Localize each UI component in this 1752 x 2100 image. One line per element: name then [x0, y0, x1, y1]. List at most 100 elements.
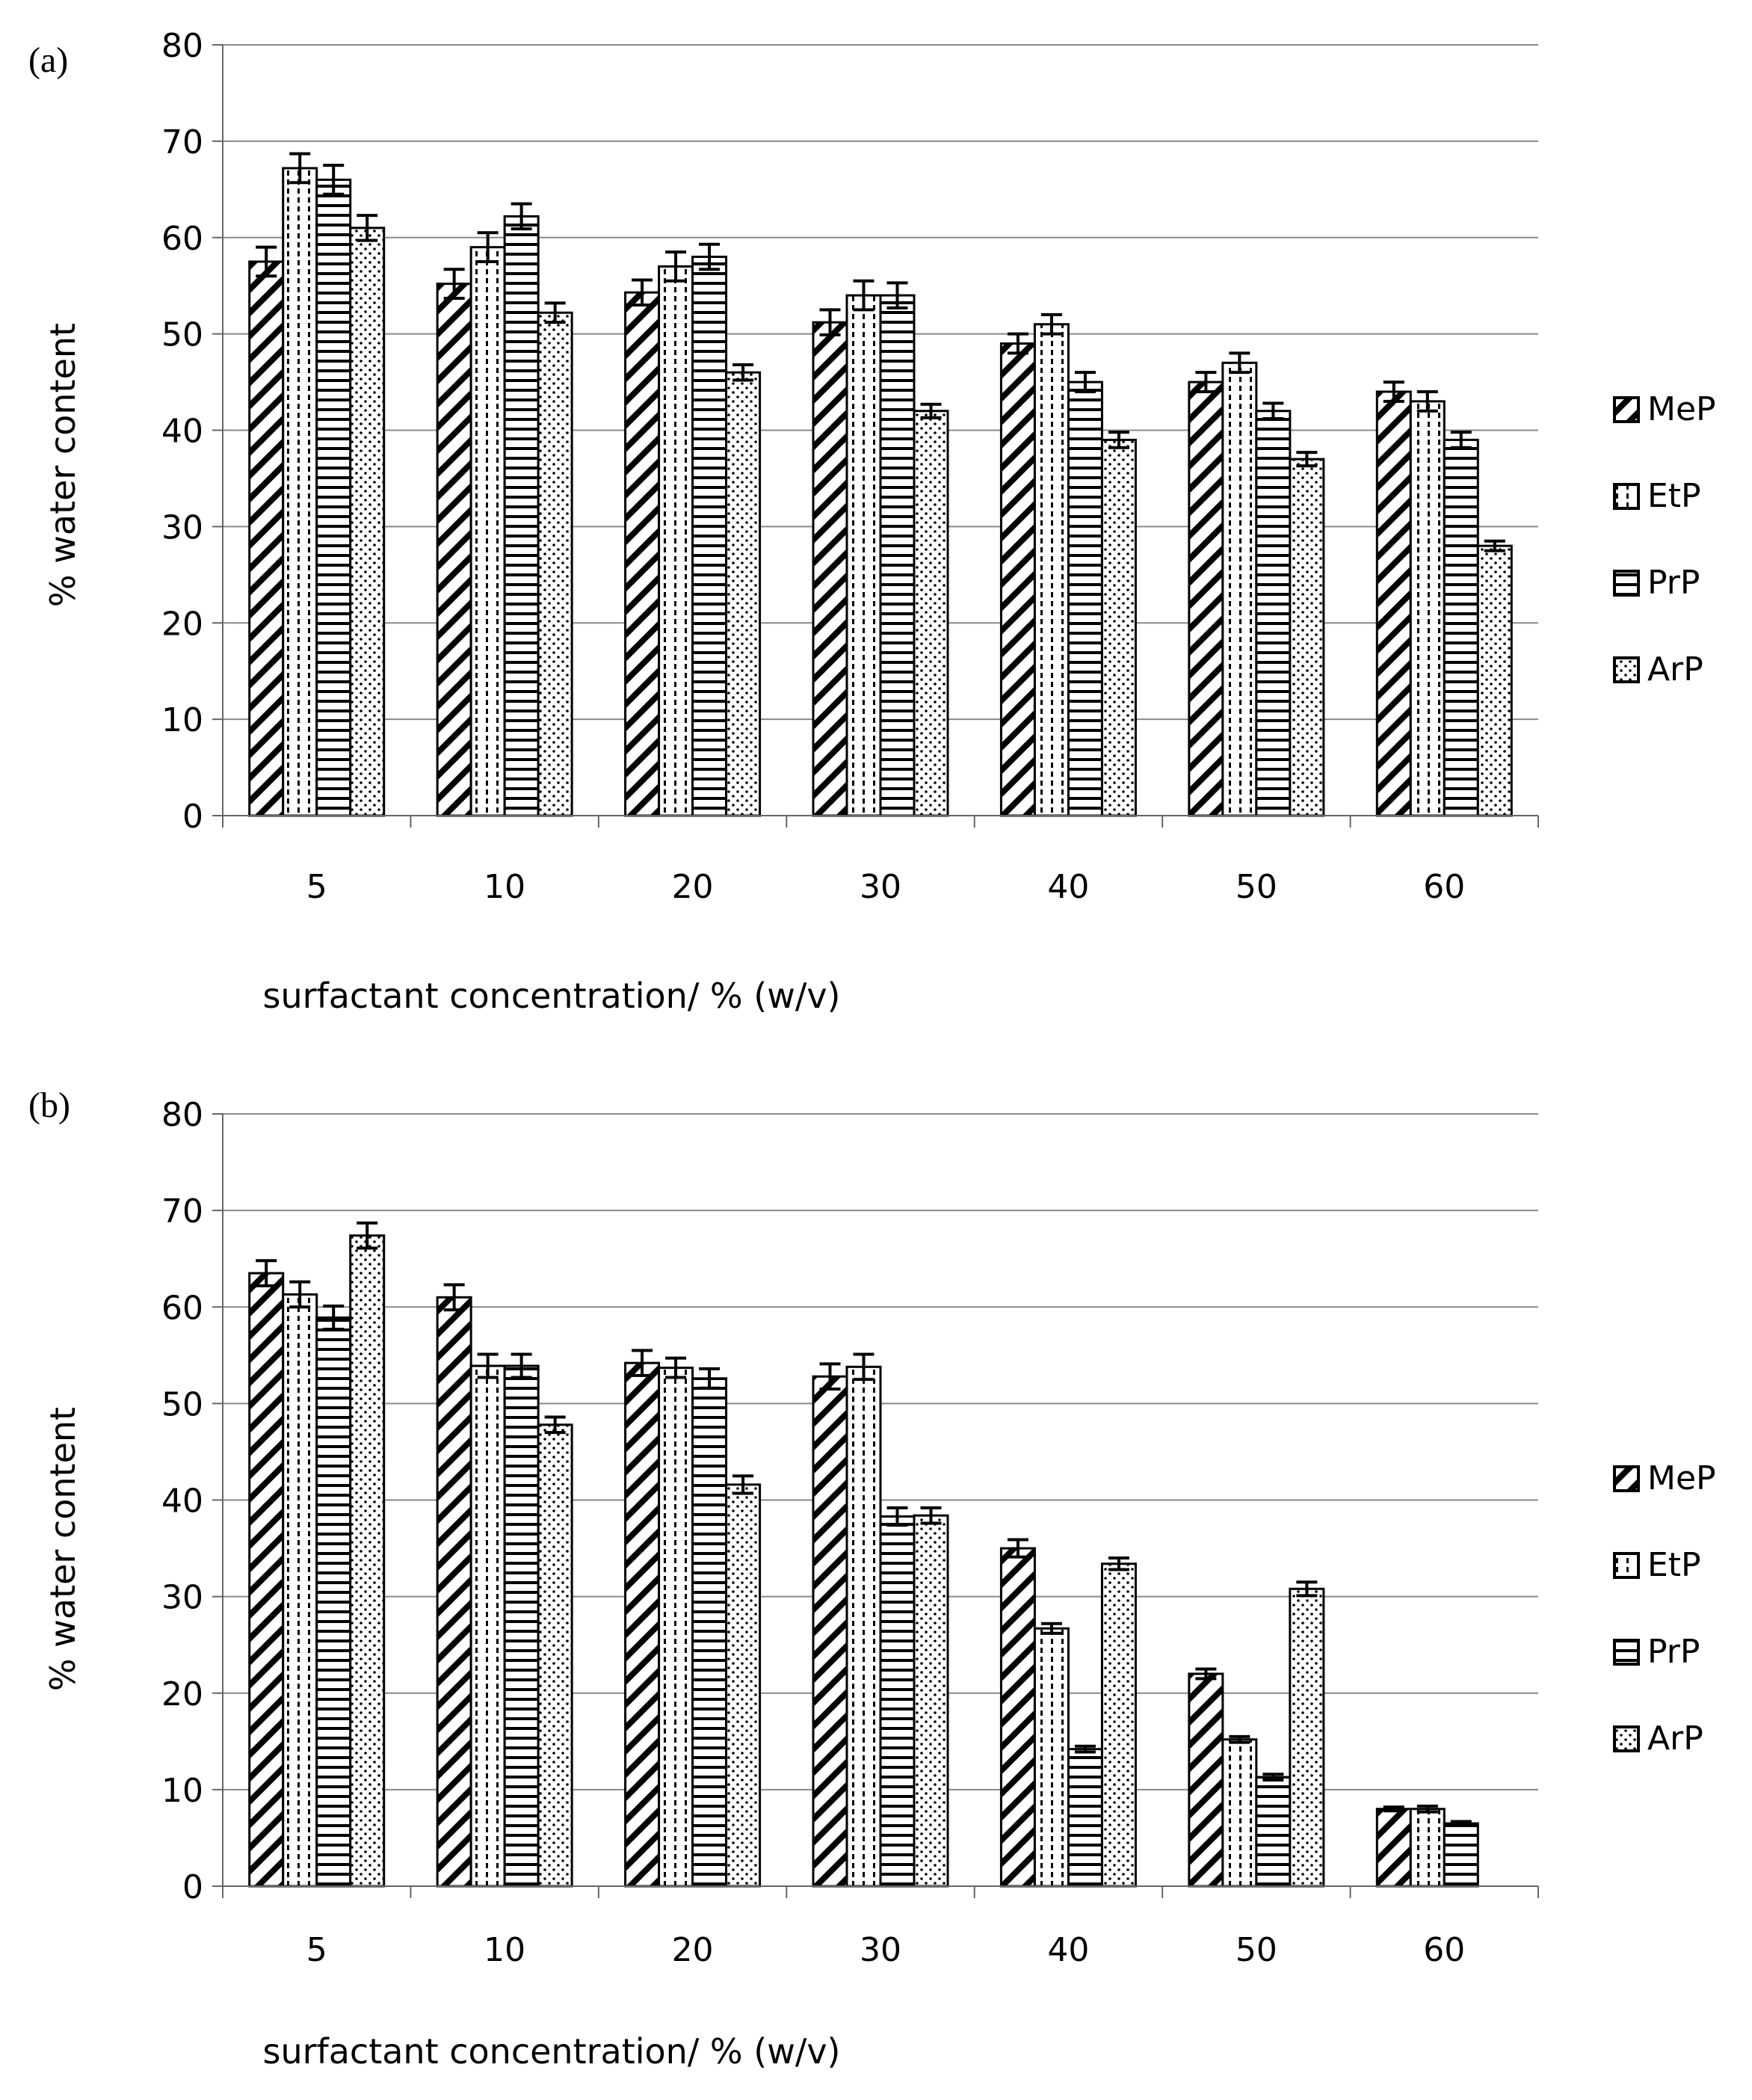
x-axis-title: surfactant concentration/ % (w/v) [262, 2031, 840, 2072]
bar-mep [999, 1547, 1036, 1888]
y-tick-label: 70 [161, 123, 203, 161]
y-tick-label: 10 [161, 1772, 203, 1810]
y-tick-label: 80 [161, 1096, 203, 1134]
bar-mep [436, 283, 472, 817]
bar-mep [1188, 381, 1224, 817]
x-tick-label: 30 [860, 1931, 901, 1969]
bar-prp [879, 1515, 916, 1888]
legend-label-mep: MeP [1647, 1459, 1716, 1497]
x-tick-label: 60 [1423, 1931, 1465, 1969]
y-tick-label: 10 [161, 701, 203, 739]
bar-etp [845, 1365, 882, 1888]
bar-arp [1100, 1562, 1137, 1888]
legend-swatch-mep [1613, 1465, 1640, 1492]
y-tick-label: 0 [182, 798, 203, 836]
x-tick-label: 20 [672, 868, 714, 906]
y-tick-label: 40 [161, 413, 203, 451]
bar-etp [845, 294, 882, 817]
bar-mep [1188, 1672, 1224, 1888]
x-tick-label: 40 [1047, 868, 1089, 906]
bar-mep [436, 1296, 472, 1888]
x-tick-label: 30 [860, 868, 901, 906]
legend-label-etp: EtP [1647, 477, 1701, 515]
axes: 0 10 20 30 40 50 60 70 80 5 10 20 30 40 50 60 [161, 27, 1539, 906]
y-tick-label: 50 [161, 316, 203, 354]
x-tick-label: 40 [1047, 1931, 1089, 1969]
legend-swatch-prp [1613, 1639, 1640, 1666]
y-tick-label: 30 [161, 1579, 203, 1617]
y-tick-label: 50 [161, 1385, 203, 1423]
bar-arp [1289, 1587, 1325, 1888]
y-tick-label: 60 [161, 1289, 203, 1327]
legend-label-prp: PrP [1647, 564, 1700, 602]
bar-etp [658, 1367, 694, 1888]
bar-prp [691, 1377, 728, 1888]
y-tick-label: 60 [161, 220, 203, 258]
bar-etp [282, 167, 318, 817]
y-axis-title: % water content [43, 1407, 83, 1691]
bar-etp [1409, 400, 1446, 817]
bar-prp [315, 1316, 352, 1888]
bar-arp [349, 1234, 386, 1888]
bars [248, 1221, 1479, 1888]
bar-etp [658, 265, 694, 817]
bar-prp [879, 294, 916, 817]
x-tick-label: 60 [1423, 868, 1465, 906]
bar-prp [503, 1364, 540, 1888]
bar-prp [315, 178, 352, 817]
bar-arp [1100, 438, 1137, 817]
legend-swatch-arp [1613, 656, 1640, 683]
y-axis-title: % water content [43, 323, 83, 607]
bar-prp [503, 215, 540, 817]
y-tick-label: 40 [161, 1482, 203, 1521]
bar-arp [1476, 544, 1513, 817]
bar-prp [1067, 381, 1103, 817]
bar-mep [999, 342, 1036, 817]
legend-label-arp: ArP [1647, 1719, 1703, 1758]
x-tick-label: 50 [1236, 868, 1277, 906]
bar-mep [248, 1272, 285, 1888]
bar-chart-a: (a) 0 10 20 30 40 50 60 70 80 5 10 20 30 40 50 60 surfa… [28, 27, 1716, 1016]
y-tick-label: 20 [161, 1675, 203, 1713]
bar-etp [1221, 361, 1258, 817]
bar-mep [248, 260, 285, 817]
bar-mep [812, 321, 848, 817]
bar-arp [913, 1514, 949, 1888]
y-tick-label: 30 [161, 508, 203, 546]
legend-label-mep: MeP [1647, 390, 1716, 428]
legend-swatch-arp [1613, 1725, 1640, 1752]
bar-etp [1221, 1738, 1258, 1888]
legend-label-arp: ArP [1647, 650, 1703, 689]
bars [248, 152, 1513, 817]
bar-etp [469, 1364, 506, 1888]
bar-etp [1033, 323, 1070, 817]
bar-prp [1443, 1822, 1479, 1888]
bar-mep [624, 291, 661, 817]
legend-swatch-prp [1613, 570, 1640, 597]
legend: MeP EtP PrP ArP [1613, 1459, 1716, 1758]
bar-arp [1289, 458, 1325, 817]
x-tick-label: 10 [484, 1931, 525, 1969]
x-tick-label: 10 [484, 868, 525, 906]
legend-swatch-mep [1613, 396, 1640, 423]
bar-arp [349, 227, 386, 817]
bar-etp [282, 1293, 318, 1888]
bar-arp [725, 371, 762, 817]
x-axis-title: surfactant concentration/ % (w/v) [262, 976, 840, 1016]
bar-prp [691, 256, 728, 817]
bar-prp [1255, 410, 1292, 817]
bar-mep [1375, 1808, 1412, 1888]
legend-label-etp: EtP [1647, 1546, 1701, 1584]
chart-panel-a: (a) 0 10 20 30 40 50 60 70 80 5 10 20 30 40 50 60 surfa… [0, 0, 1752, 1047]
legend: MeP EtP PrP ArP [1613, 390, 1716, 689]
bar-arp [913, 410, 949, 817]
legend-swatch-etp [1613, 1552, 1640, 1579]
bar-arp [537, 1423, 573, 1888]
bar-etp [469, 246, 506, 817]
bar-chart-b: (b) 0 10 20 30 40 50 60 70 80 5 10 20 30 40 50 60 surfa… [28, 1086, 1716, 2072]
panel-label: (b) [28, 1086, 70, 1125]
bar-arp [537, 311, 573, 817]
axes: 0 10 20 30 40 50 60 70 80 5 10 20 30 40 50 60 [161, 1096, 1539, 1969]
bar-prp [1067, 1748, 1103, 1888]
bar-etp [1409, 1808, 1446, 1888]
